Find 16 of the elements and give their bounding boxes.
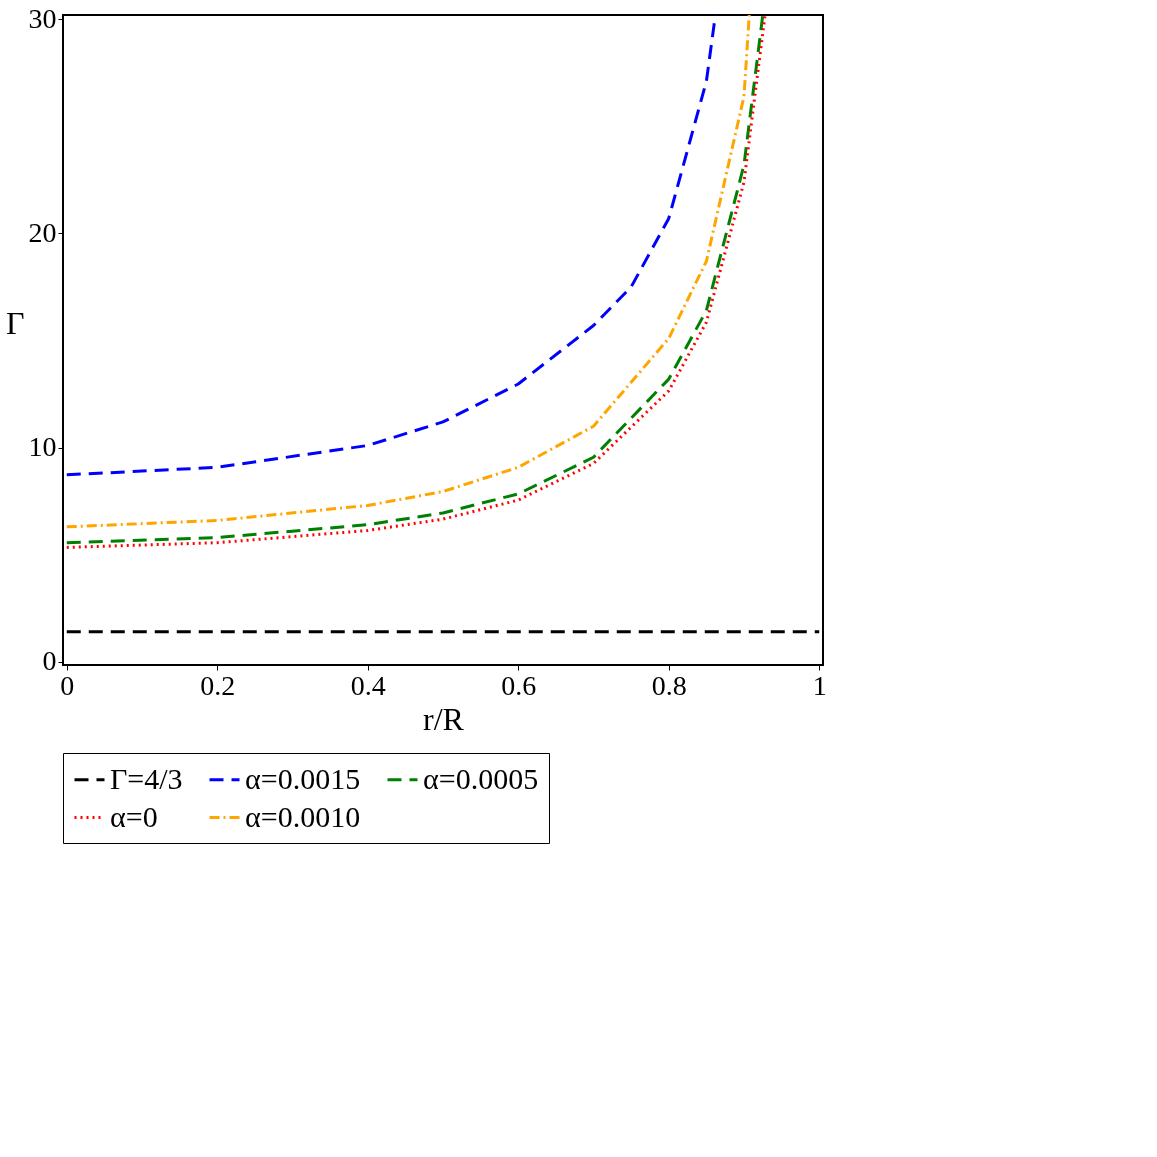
y-tick-label: 10 xyxy=(28,431,57,463)
x-axis-title: r/R xyxy=(423,700,465,737)
x-tick-label: 0.6 xyxy=(501,669,537,701)
y-axis-title: Γ xyxy=(6,304,25,341)
legend-label: Γ=4/3 xyxy=(110,761,183,795)
legend-label: α=0 xyxy=(110,799,158,833)
y-tick-label: 20 xyxy=(28,216,57,248)
x-tick-label: 0.2 xyxy=(200,669,236,701)
x-tick-label: 0.8 xyxy=(651,669,687,701)
x-tick-label: 1 xyxy=(812,669,827,701)
legend-label: α=0.0010 xyxy=(245,799,361,833)
y-tick-label: 30 xyxy=(28,2,57,34)
y-tick-label: 0 xyxy=(42,645,57,677)
legend-label: α=0.0005 xyxy=(423,761,539,795)
legend-label: α=0.0015 xyxy=(245,761,361,795)
x-tick-label: 0.4 xyxy=(350,669,386,701)
